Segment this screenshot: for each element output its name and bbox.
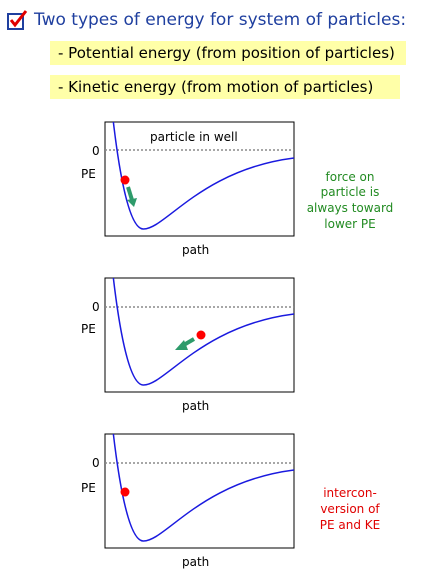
panel-2-particle [196,330,206,340]
force-note: force on particle is always toward lower… [307,170,394,231]
panel-2-curve [112,278,294,386]
panel-3-particle [120,487,130,497]
slide-title: Two types of energy for system of partic… [6,8,426,32]
panel-2-force-arrow [175,337,196,350]
panel-3-frame [104,433,295,549]
panel-1-frame [104,121,295,237]
force-note-line-1: force on [326,170,375,184]
panel-1-particle [120,175,130,185]
panel-1-pe-label: PE [81,167,96,181]
panel-2-pe-label: PE [81,322,96,336]
panel-1-path-label: path [182,243,209,257]
panel-1-curve [112,122,294,230]
panel-2: 0 PE path [81,277,295,413]
panel-2-zero-label: 0 [92,300,100,314]
panel-3-curve [112,434,294,542]
panel-1-zero-label: 0 [92,144,100,158]
title-text: Two types of energy for system of partic… [34,10,407,30]
interconversion-note-line-3: PE and KE [320,518,380,532]
interconversion-note-line-2: version of [320,502,380,516]
bullet-kinetic-energy: - Kinetic energy (from motion of particl… [50,75,400,99]
bullet-potential-energy: - Potential energy (from position of par… [50,41,406,65]
interconversion-note-line-1: intercon- [323,486,377,500]
checked-box-icon [7,10,28,30]
panel-2-path-label: path [182,399,209,413]
panel-3-pe-label: PE [81,481,96,495]
panel-1-title: particle in well [150,130,238,144]
panel-3-zero-label: 0 [92,456,100,470]
force-note-line-2: particle is [321,185,380,199]
panel-1: particle in well 0 PE path [81,121,295,257]
panel-1-force-arrow [126,186,137,207]
force-note-line-4: lower PE [324,217,375,231]
interconversion-note: intercon- version of PE and KE [320,486,381,532]
panel-3: 0 PE path [81,433,295,569]
force-note-line-3: always toward [307,201,394,215]
panel-3-path-label: path [182,555,209,569]
